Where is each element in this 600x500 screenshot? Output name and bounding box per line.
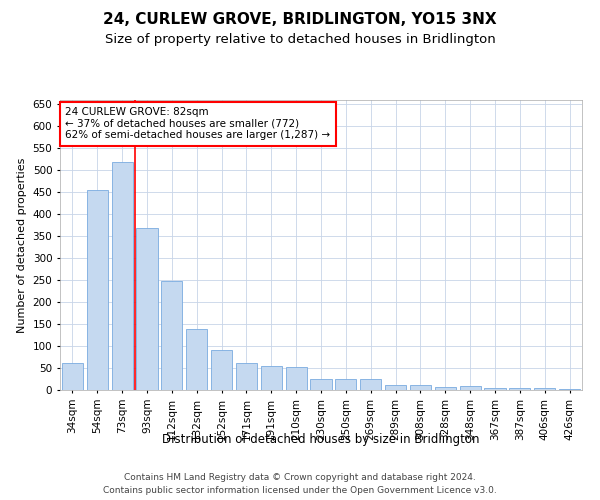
Bar <box>286 366 307 390</box>
Bar <box>435 388 456 390</box>
Bar <box>211 350 232 390</box>
Bar <box>62 363 83 390</box>
Bar <box>236 363 257 390</box>
Text: Distribution of detached houses by size in Bridlington: Distribution of detached houses by size … <box>162 432 480 446</box>
Bar <box>534 388 555 390</box>
Bar <box>360 379 381 390</box>
Text: 24 CURLEW GROVE: 82sqm
← 37% of detached houses are smaller (772)
62% of semi-de: 24 CURLEW GROVE: 82sqm ← 37% of detached… <box>65 108 331 140</box>
Text: Size of property relative to detached houses in Bridlington: Size of property relative to detached ho… <box>104 32 496 46</box>
Bar <box>87 190 108 390</box>
Y-axis label: Number of detached properties: Number of detached properties <box>17 158 27 332</box>
Bar <box>261 366 282 390</box>
Text: Contains HM Land Registry data © Crown copyright and database right 2024.: Contains HM Land Registry data © Crown c… <box>124 472 476 482</box>
Text: 24, CURLEW GROVE, BRIDLINGTON, YO15 3NX: 24, CURLEW GROVE, BRIDLINGTON, YO15 3NX <box>103 12 497 28</box>
Bar <box>460 386 481 390</box>
Text: Contains public sector information licensed under the Open Government Licence v3: Contains public sector information licen… <box>103 486 497 495</box>
Bar <box>410 385 431 390</box>
Bar <box>335 379 356 390</box>
Bar <box>484 388 506 390</box>
Bar <box>186 330 207 390</box>
Bar <box>161 282 182 390</box>
Bar <box>559 388 580 390</box>
Bar <box>136 228 158 390</box>
Bar <box>509 388 530 390</box>
Bar <box>112 162 133 390</box>
Bar <box>310 378 332 390</box>
Bar <box>385 385 406 390</box>
